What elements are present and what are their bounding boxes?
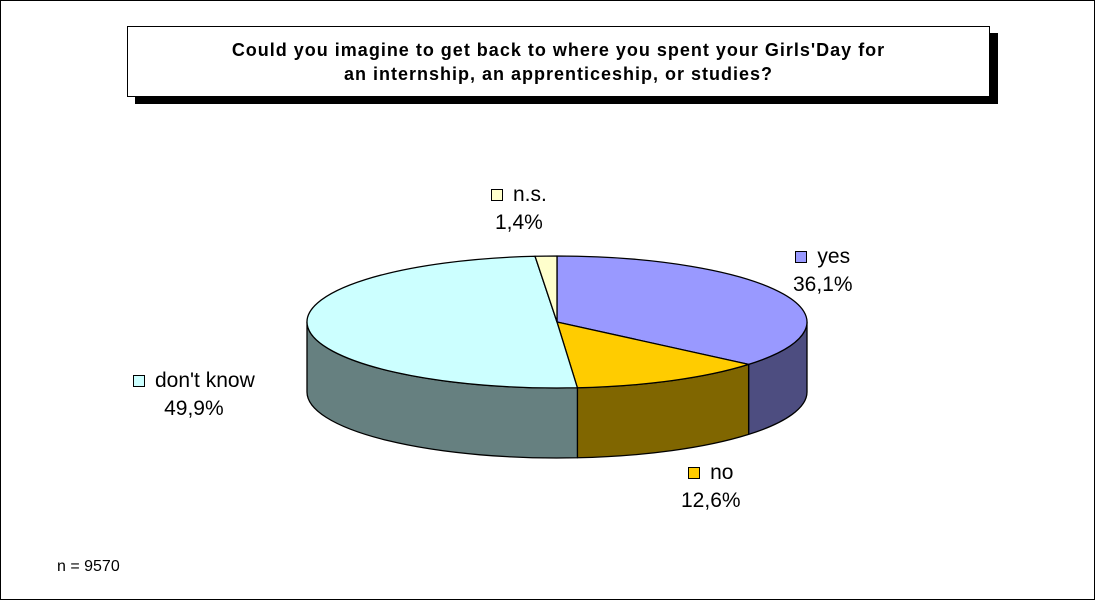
- label-ns-value: 1,4%: [494, 211, 543, 234]
- label-yes-value: 36,1%: [793, 273, 853, 296]
- label-no-value: 12,6%: [681, 489, 741, 512]
- pie-tops: [306, 255, 808, 389]
- label-ns-name: n.s.: [513, 183, 547, 206]
- label-yes: yes 36,1%: [793, 243, 853, 299]
- pie-slice-n-s: [534, 255, 558, 323]
- label-no: no 12,6%: [681, 459, 741, 515]
- label-yes-name: yes: [817, 245, 851, 268]
- sample-size-note: n = 9570: [57, 558, 120, 575]
- pie-slice-don-t-know: [306, 255, 579, 389]
- label-dontknow-value: 49,9%: [164, 397, 224, 420]
- pie-slice-no: [556, 321, 750, 389]
- label-dontknow-name: don't know: [155, 369, 255, 392]
- legend-swatch-dontknow: [133, 375, 145, 387]
- chart-title-line-1: Could you imagine to get back to where y…: [231, 39, 886, 60]
- pie-sides: [306, 321, 808, 459]
- legend-swatch-yes: [795, 251, 808, 263]
- chart-title: Could you imagine to get back to where y…: [127, 26, 990, 97]
- label-no-name: no: [710, 461, 734, 484]
- legend-swatch-ns: [491, 189, 503, 201]
- chart-title-line-2: an internship, an apprenticeship, or stu…: [343, 63, 774, 84]
- label-ns: n.s. 1,4%: [491, 181, 547, 237]
- legend-swatch-no: [688, 467, 701, 479]
- pie-slice-yes: [556, 255, 808, 366]
- label-dontknow: don't know 49,9%: [133, 367, 255, 423]
